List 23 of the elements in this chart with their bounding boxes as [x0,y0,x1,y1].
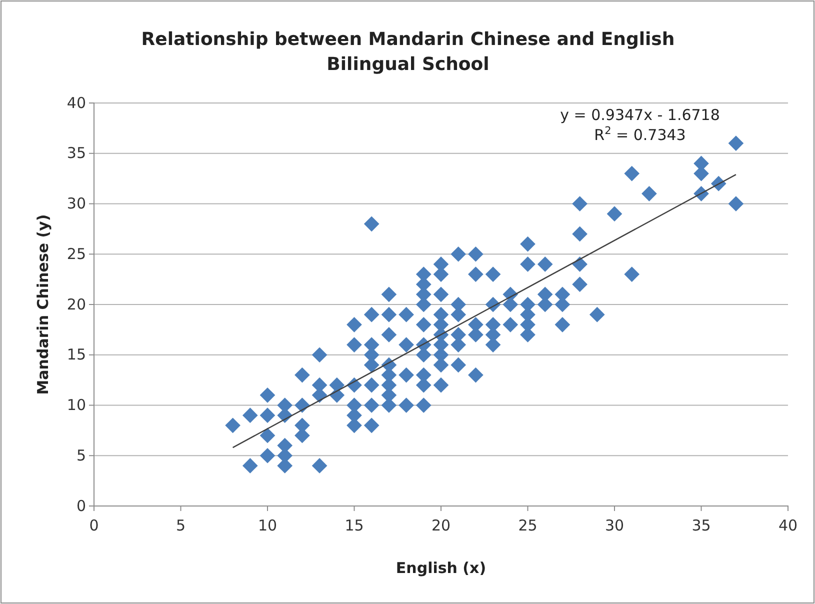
x-tick-label: 35 [692,516,711,534]
x-tick-label: 20 [431,516,451,534]
annotation: y = 0.9347x - 1.6718 [560,106,720,124]
x-tick-label: 5 [176,516,186,534]
y-axis-title: Mandarin Chinese (y) [34,214,52,395]
x-tick-label: 40 [778,516,798,534]
x-tick-label: 30 [604,516,624,534]
y-tick-label: 40 [66,94,86,112]
chart-title: Relationship between Mandarin Chinese and English Bilingual School [141,29,675,75]
y-tick-label: 0 [76,496,86,515]
y-tick-label: 25 [66,244,86,263]
y-tick-label: 10 [66,396,86,414]
y-tick-label: 35 [66,144,86,162]
y-tick-label: 30 [66,194,86,213]
y-tick-label: 5 [76,446,86,464]
x-tick-label: 10 [258,516,278,534]
x-tick-label: 25 [518,516,538,534]
y-tick-label: 15 [66,346,86,364]
y-tick-label: 20 [66,295,86,314]
x-tick-label: 0 [89,516,99,534]
annotation: R$^{2}$ = 0.7343 [594,125,686,144]
x-tick-label: 15 [344,516,364,534]
x-axis-title: English (x) [396,559,486,577]
